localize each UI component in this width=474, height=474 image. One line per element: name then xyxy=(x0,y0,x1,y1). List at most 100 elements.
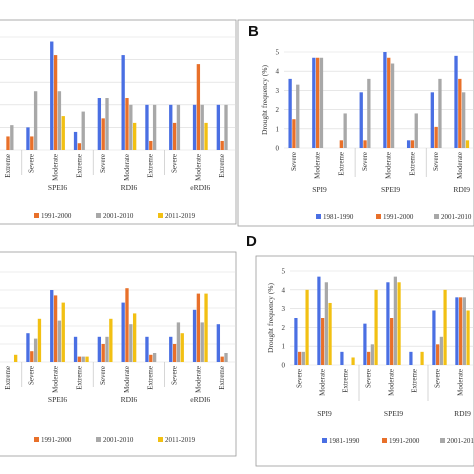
bar xyxy=(172,122,177,150)
y-axis-label: Drought frequency (%) xyxy=(266,283,275,353)
bar xyxy=(204,122,208,150)
bar xyxy=(85,356,89,362)
bar xyxy=(53,295,58,362)
bar xyxy=(292,119,296,148)
category-label: Extreme xyxy=(411,369,419,393)
bar xyxy=(224,104,228,150)
panel-letter-d: D xyxy=(246,233,257,250)
bar xyxy=(26,127,30,150)
category-label: Severe xyxy=(361,152,369,171)
legend-label: 2011-2019 xyxy=(165,212,196,220)
bar xyxy=(129,104,133,150)
bar xyxy=(216,104,221,150)
group-label: RDI6 xyxy=(121,395,138,404)
y-tick-label: 2 xyxy=(282,324,286,332)
bar xyxy=(77,356,82,362)
legend-swatch xyxy=(382,438,387,443)
bar xyxy=(367,78,371,148)
legend-label: 1981-1990 xyxy=(329,437,360,445)
category-label: Severe xyxy=(434,369,442,388)
bar xyxy=(101,344,105,362)
bar xyxy=(97,98,102,150)
legend-label: 2011-2019 xyxy=(165,436,196,444)
group-label: RDI6 xyxy=(121,183,138,192)
legend-swatch xyxy=(34,213,39,218)
group-label: eRDI6 xyxy=(190,183,210,192)
y-tick-label: 2 xyxy=(276,106,280,114)
legend-label: 1991-2000 xyxy=(41,436,72,444)
bar xyxy=(409,351,413,365)
category-label: Extreme xyxy=(147,154,155,178)
panel-c: Extreme Severe Moderate Extreme Severe Modera… xyxy=(0,251,237,457)
bar xyxy=(397,282,401,365)
panel-frame-a xyxy=(0,19,237,225)
bar xyxy=(33,91,38,150)
panel-d: 0 1 2 3 4 5 Drought frequency (%) Severe Moderat… xyxy=(255,255,474,467)
bar xyxy=(317,276,321,365)
legend-swatch xyxy=(158,213,163,218)
bar xyxy=(301,351,305,365)
bar xyxy=(465,140,470,148)
bar xyxy=(81,356,85,362)
y-tick-label: 4 xyxy=(282,286,286,294)
bar xyxy=(351,357,355,365)
bar xyxy=(315,57,320,149)
bar xyxy=(37,318,42,362)
category-label: Extreme xyxy=(4,366,12,390)
bar xyxy=(192,104,197,150)
group-label: SPI9 xyxy=(317,409,332,418)
bar xyxy=(61,116,65,150)
category-label: Extreme xyxy=(337,152,345,176)
bar xyxy=(443,289,447,365)
legend-swatch xyxy=(376,214,381,219)
bar xyxy=(192,309,197,362)
bar xyxy=(149,140,153,150)
category-label: Moderate xyxy=(52,154,60,181)
y-tick-label: 5 xyxy=(276,49,280,57)
bar xyxy=(53,55,58,150)
category-label: Severe xyxy=(296,369,304,388)
legend-label: 1981-1990 xyxy=(323,213,354,221)
legend-swatch xyxy=(96,437,101,442)
bar xyxy=(324,282,328,365)
category-label: Moderate xyxy=(385,152,393,179)
category-label: Extreme xyxy=(147,366,155,390)
bar xyxy=(459,297,463,365)
bar xyxy=(432,310,436,365)
bar xyxy=(121,55,125,150)
bar xyxy=(393,276,397,365)
category-label: Severe xyxy=(290,152,298,171)
bar xyxy=(216,324,221,362)
category-label: Moderate xyxy=(194,154,202,181)
bar xyxy=(200,322,204,362)
y-axis-label: Drought frequency (%) xyxy=(260,65,269,135)
bar xyxy=(343,113,347,148)
legend-swatch xyxy=(316,214,321,219)
bar xyxy=(81,111,85,150)
bar xyxy=(390,63,395,148)
bar xyxy=(129,324,133,362)
panel-b: 0 1 2 3 4 5 Drought frequency (%) Severe Moderat… xyxy=(237,19,474,227)
legend-label: 2001-2010 xyxy=(103,436,134,444)
bar xyxy=(145,336,149,362)
category-label: Moderate xyxy=(314,152,322,179)
category-label: Severe xyxy=(99,154,107,173)
category-label: Severe xyxy=(432,152,440,171)
category-label: Extreme xyxy=(75,154,83,178)
y-tick-label: 0 xyxy=(276,145,280,153)
bar xyxy=(439,336,443,365)
panel-frame-b xyxy=(237,19,474,227)
legend-label: 2001-2010 xyxy=(447,437,474,445)
bar xyxy=(462,297,466,365)
bar xyxy=(436,344,440,365)
bar xyxy=(458,78,462,148)
category-label: Severe xyxy=(99,366,107,385)
bar xyxy=(224,353,228,362)
category-label: Severe xyxy=(171,366,179,385)
legend-swatch xyxy=(434,214,439,219)
bar xyxy=(105,98,109,150)
bar xyxy=(374,289,378,365)
bar xyxy=(387,57,391,149)
legend-label: 1991-2000 xyxy=(383,213,414,221)
category-label: Moderate xyxy=(52,366,60,393)
